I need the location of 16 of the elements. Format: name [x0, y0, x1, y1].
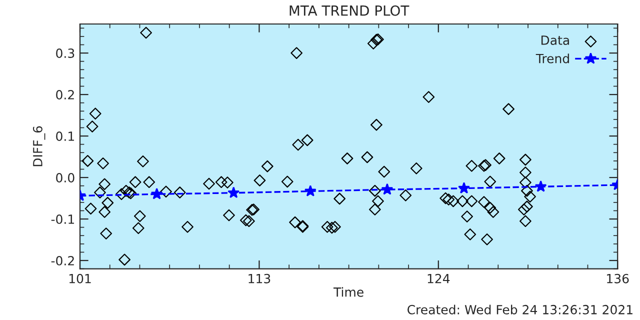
x-tick-label: 101: [69, 274, 91, 284]
y-axis-title: DIFF_6: [32, 126, 46, 166]
x-tick-label: 124: [428, 274, 450, 284]
legend-label: Data: [541, 36, 569, 45]
y-tick-label: -0.1: [51, 214, 74, 224]
text: Created: Wed Feb 24 13:26:31 2021: [408, 304, 632, 314]
y-tick-label: 0.1: [56, 132, 74, 141]
x-tick-label: 113: [248, 274, 270, 284]
legend-label: Trend: [536, 54, 569, 64]
y-tick-label: 0.0: [56, 172, 74, 182]
y-tick-label: -0.2: [51, 256, 74, 266]
x-tick-label: 136: [607, 274, 629, 284]
y-tick-label: 0.2: [56, 90, 74, 100]
y-tick-label: 0.3: [56, 48, 74, 58]
chart-title: MTA TREND PLOT: [290, 5, 410, 16]
x-axis-title: Time: [333, 287, 364, 297]
